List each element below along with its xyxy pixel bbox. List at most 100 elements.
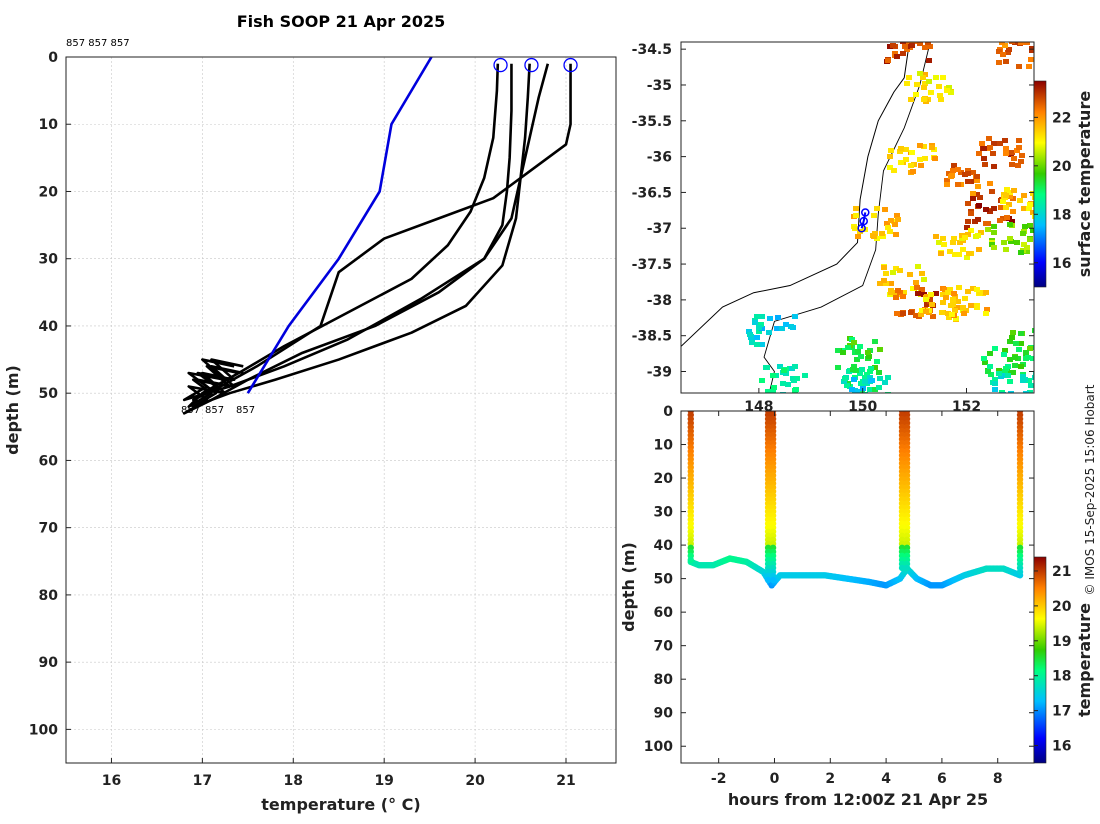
sst-y-tick-label: -35 (647, 78, 672, 94)
sst-pixel (759, 378, 765, 383)
profile-y-tick-label: 100 (29, 722, 58, 738)
sst-pixel (906, 75, 912, 80)
sst-pixel (895, 217, 901, 222)
sst-pixel (862, 375, 868, 380)
sst-pixel (1007, 379, 1013, 384)
sst-y-tick-label: -38 (647, 293, 672, 309)
sst-pixel (1024, 249, 1030, 254)
sst-pixel (1046, 354, 1052, 359)
sst-pixel (884, 221, 890, 226)
sst-pixel (851, 364, 857, 369)
sst-pixel (974, 305, 980, 310)
sst-pixel (991, 206, 997, 211)
sst-pixel (1018, 42, 1024, 45)
sst-pixel (989, 242, 995, 247)
sst-pixel (1007, 339, 1013, 344)
sst-pixel (987, 181, 993, 186)
sst-pixel (909, 150, 915, 155)
sst-pixel (887, 229, 893, 234)
sst-pixel (1009, 42, 1015, 44)
sst-pixel (881, 278, 887, 283)
sst-pixel (1012, 355, 1018, 360)
sst-pixel (914, 285, 920, 290)
sst-pixel (1041, 337, 1047, 342)
sst-pixel (919, 287, 925, 292)
sst-pixel (965, 219, 971, 224)
profile-x-tick-label: 18 (284, 773, 303, 789)
sst-pixel (1007, 190, 1013, 195)
sst-map: -34.5 -35 -35.5 -36 -36.5 -37 -37.5 -38 -38.5 -39… (632, 33, 1094, 415)
profile-y-tick-label: 50 (39, 386, 59, 402)
sst-pixel (992, 381, 998, 386)
sst-pixel (897, 268, 903, 273)
sst-pixel (977, 290, 983, 295)
sst-pixel (759, 342, 765, 347)
sst-pixel (1018, 250, 1024, 255)
sst-pixel (937, 93, 943, 98)
depth-time-y-tick-label: 50 (654, 572, 674, 588)
sst-pixel (1006, 47, 1012, 52)
sst-pixel (911, 33, 917, 38)
sst-pixel (998, 205, 1004, 210)
sst-pixel (1003, 151, 1009, 156)
sst-pixel (754, 314, 760, 319)
sst-pixel (1042, 333, 1048, 338)
sst-pixel (1008, 239, 1014, 244)
sst-pixel (885, 375, 891, 380)
sst-pixel (975, 233, 981, 238)
temperature-profile-line (187, 63, 500, 408)
sst-y-tick-label: -34.5 (632, 42, 672, 58)
sst-pixel (841, 379, 847, 384)
sst-pixel (788, 324, 794, 329)
depth-time-x-tick-label: 0 (770, 771, 780, 787)
sst-pixel (1022, 224, 1028, 229)
sst-pixel (945, 311, 951, 316)
sst-pixel (802, 373, 808, 378)
sst-pixel (887, 154, 893, 159)
sst-pixel (915, 291, 921, 296)
sst-pixel (976, 247, 982, 252)
sst-pixel (1005, 50, 1011, 55)
sst-pixel (944, 88, 950, 93)
sst-pixel (1039, 354, 1045, 359)
sst-pixel (928, 90, 934, 95)
sst-pixel (867, 387, 873, 392)
sst-pixel (907, 272, 913, 277)
sst-pixel (1037, 46, 1043, 51)
sst-pixel (981, 356, 987, 361)
sst-pixel (864, 372, 870, 377)
sst-pixel (874, 359, 880, 364)
sst-pixel (952, 308, 958, 313)
sst-pixel (785, 382, 791, 387)
sst-pixel (852, 226, 858, 231)
sst-pixel (965, 168, 971, 173)
sst-pixel (999, 42, 1005, 45)
sst-pixel (929, 145, 935, 150)
temp-colorbar-tick-label: 17 (1052, 704, 1071, 720)
sst-pixel (904, 81, 910, 86)
sst-pixel (915, 264, 921, 269)
sst-pixel (942, 287, 948, 292)
profile-y-tick-label: 30 (39, 252, 59, 268)
sst-pixel (1010, 370, 1016, 375)
sst-colorbar (1033, 80, 1047, 288)
cast-sample (764, 576, 772, 584)
profile-y-label: depth (m) (3, 365, 22, 455)
sst-pixel (895, 288, 901, 293)
sst-pixel (922, 81, 928, 86)
sst-pixel (1019, 153, 1025, 158)
sst-pixel (1010, 330, 1016, 335)
sst-pixel (965, 179, 971, 184)
sst-pixel (963, 308, 969, 313)
sst-pixel (914, 82, 920, 87)
sst-pixel (758, 322, 764, 327)
temp-colorbar-tick-label: 19 (1052, 634, 1071, 650)
sst-pixel (849, 337, 855, 342)
sst-pixel (1018, 398, 1024, 403)
sst-pixel (900, 311, 906, 316)
sst-pixel (921, 85, 927, 90)
sst-pixel (1011, 188, 1017, 193)
sst-pixel (892, 222, 898, 227)
profile-y-tick-label: 20 (39, 184, 59, 200)
